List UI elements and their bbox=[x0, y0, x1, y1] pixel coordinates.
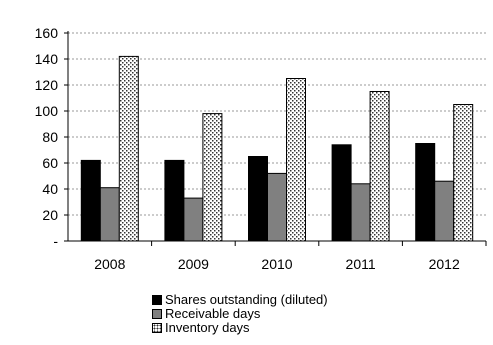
legend-swatch-inventory bbox=[152, 323, 162, 333]
y-tick-label: 140 bbox=[35, 51, 59, 67]
y-tick-label: - bbox=[53, 233, 58, 249]
bar-2010-series-0 bbox=[248, 156, 268, 242]
x-tick-label: 2009 bbox=[178, 256, 209, 272]
bar-2011-series-1 bbox=[350, 183, 371, 242]
bar-2009-series-2 bbox=[202, 113, 223, 242]
legend-item-shares: Shares outstanding (diluted) bbox=[152, 293, 328, 307]
bar-2009-series-1 bbox=[183, 197, 204, 242]
legend: Shares outstanding (diluted) Receivable … bbox=[152, 293, 328, 335]
y-tick-label: 60 bbox=[42, 155, 58, 171]
legend-label-receivable: Receivable days bbox=[165, 306, 261, 321]
y-tick-label: 160 bbox=[35, 25, 59, 41]
y-tick-label: 100 bbox=[35, 103, 59, 119]
x-tick-label: 2011 bbox=[346, 256, 376, 272]
y-tick-label: 40 bbox=[42, 181, 58, 197]
legend-swatch-receivable bbox=[152, 309, 162, 319]
tick-labels: - 20 40 60 80 100 120 140 160 2008 2009 2010 2011 201… bbox=[35, 25, 460, 272]
bar-2012-series-0 bbox=[415, 143, 436, 242]
x-tick-label: 2012 bbox=[429, 256, 460, 272]
bar-2008-series-0 bbox=[80, 159, 101, 242]
bar-2010-series-2 bbox=[286, 78, 306, 242]
bar-2011-series-0 bbox=[331, 144, 352, 242]
bar-2012-series-1 bbox=[434, 180, 455, 242]
legend-label-shares: Shares outstanding (diluted) bbox=[165, 292, 328, 307]
legend-item-receivable: Receivable days bbox=[152, 307, 328, 321]
bars bbox=[80, 55, 474, 242]
bar-2009-series-0 bbox=[164, 159, 185, 242]
bar-2010-series-1 bbox=[267, 172, 287, 242]
y-tick-label: 120 bbox=[35, 77, 59, 93]
x-tick-label: 2010 bbox=[261, 256, 292, 272]
legend-label-inventory: Inventory days bbox=[165, 320, 250, 335]
legend-swatch-shares bbox=[152, 295, 162, 305]
bar-2012-series-2 bbox=[453, 104, 474, 242]
legend-item-inventory: Inventory days bbox=[152, 321, 328, 335]
y-tick-label: 80 bbox=[42, 129, 58, 145]
y-tick-label: 20 bbox=[42, 207, 58, 223]
x-tick-label: 2008 bbox=[94, 256, 125, 272]
bar-2008-series-2 bbox=[118, 55, 139, 242]
bar-2008-series-1 bbox=[99, 187, 120, 242]
axes bbox=[64, 31, 487, 246]
bar-2011-series-2 bbox=[369, 91, 390, 242]
